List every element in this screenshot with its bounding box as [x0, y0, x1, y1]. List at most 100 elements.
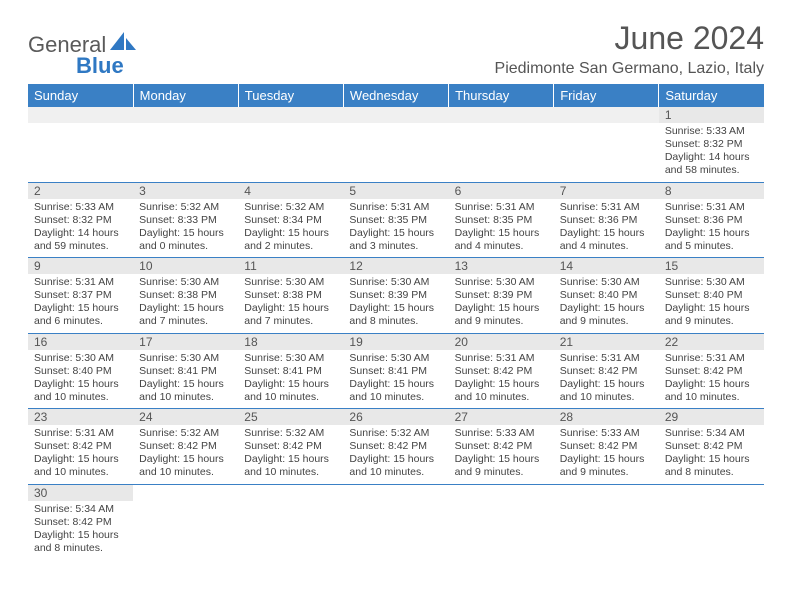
day-info: Sunrise: 5:30 AMSunset: 8:40 PMDaylight:…: [554, 274, 659, 333]
calendar-cell: 9Sunrise: 5:31 AMSunset: 8:37 PMDaylight…: [28, 258, 133, 334]
calendar-cell: 14Sunrise: 5:30 AMSunset: 8:40 PMDayligh…: [554, 258, 659, 334]
calendar-row: 2Sunrise: 5:33 AMSunset: 8:32 PMDaylight…: [28, 182, 764, 258]
day-info: Sunrise: 5:33 AMSunset: 8:42 PMDaylight:…: [449, 425, 554, 484]
sunset-text: Sunset: 8:42 PM: [455, 365, 548, 378]
daylight-text: Daylight: 15 hours and 4 minutes.: [455, 227, 548, 253]
day-number: 14: [554, 258, 659, 274]
calendar-cell: 10Sunrise: 5:30 AMSunset: 8:38 PMDayligh…: [133, 258, 238, 334]
sunrise-text: Sunrise: 5:30 AM: [139, 352, 232, 365]
day-number: 10: [133, 258, 238, 274]
day-number: 25: [238, 409, 343, 425]
day-number: 18: [238, 334, 343, 350]
sunset-text: Sunset: 8:42 PM: [560, 440, 653, 453]
sunset-text: Sunset: 8:42 PM: [665, 440, 758, 453]
day-number: 23: [28, 409, 133, 425]
calendar-cell: 28Sunrise: 5:33 AMSunset: 8:42 PMDayligh…: [554, 409, 659, 485]
day-info: Sunrise: 5:30 AMSunset: 8:40 PMDaylight:…: [659, 274, 764, 333]
sunset-text: Sunset: 8:42 PM: [665, 365, 758, 378]
day-number: 5: [343, 183, 448, 199]
day-info: Sunrise: 5:32 AMSunset: 8:42 PMDaylight:…: [238, 425, 343, 484]
day-number: 4: [238, 183, 343, 199]
sunrise-text: Sunrise: 5:33 AM: [455, 427, 548, 440]
day-info: Sunrise: 5:30 AMSunset: 8:41 PMDaylight:…: [133, 350, 238, 409]
day-number: 16: [28, 334, 133, 350]
daylight-text: Daylight: 15 hours and 8 minutes.: [349, 302, 442, 328]
sunset-text: Sunset: 8:40 PM: [560, 289, 653, 302]
day-info: Sunrise: 5:32 AMSunset: 8:33 PMDaylight:…: [133, 199, 238, 258]
daylight-text: Daylight: 15 hours and 10 minutes.: [34, 453, 127, 479]
daylight-text: Daylight: 15 hours and 5 minutes.: [665, 227, 758, 253]
calendar-cell: 27Sunrise: 5:33 AMSunset: 8:42 PMDayligh…: [449, 409, 554, 485]
sunrise-text: Sunrise: 5:31 AM: [665, 201, 758, 214]
calendar-cell: 21Sunrise: 5:31 AMSunset: 8:42 PMDayligh…: [554, 333, 659, 409]
sunset-text: Sunset: 8:35 PM: [455, 214, 548, 227]
daylight-text: Daylight: 15 hours and 10 minutes.: [349, 453, 442, 479]
day-number: 20: [449, 334, 554, 350]
sunset-text: Sunset: 8:42 PM: [455, 440, 548, 453]
daylight-text: Daylight: 15 hours and 10 minutes.: [34, 378, 127, 404]
daylight-text: Daylight: 15 hours and 9 minutes.: [560, 453, 653, 479]
calendar-cell: [133, 484, 238, 559]
daylight-text: Daylight: 15 hours and 10 minutes.: [244, 378, 337, 404]
calendar-cell: [554, 107, 659, 182]
calendar-cell: 1Sunrise: 5:33 AMSunset: 8:32 PMDaylight…: [659, 107, 764, 182]
sunrise-text: Sunrise: 5:30 AM: [665, 276, 758, 289]
calendar-cell: 30Sunrise: 5:34 AMSunset: 8:42 PMDayligh…: [28, 484, 133, 559]
calendar-cell: 18Sunrise: 5:30 AMSunset: 8:41 PMDayligh…: [238, 333, 343, 409]
sunrise-text: Sunrise: 5:32 AM: [244, 427, 337, 440]
day-number: 6: [449, 183, 554, 199]
month-title: June 2024: [615, 20, 764, 57]
day-info: Sunrise: 5:31 AMSunset: 8:36 PMDaylight:…: [554, 199, 659, 258]
calendar-row: 16Sunrise: 5:30 AMSunset: 8:40 PMDayligh…: [28, 333, 764, 409]
day-info: Sunrise: 5:31 AMSunset: 8:42 PMDaylight:…: [659, 350, 764, 409]
day-number: 8: [659, 183, 764, 199]
day-number: 21: [554, 334, 659, 350]
calendar-cell: [554, 484, 659, 559]
daylight-text: Daylight: 15 hours and 10 minutes.: [665, 378, 758, 404]
daylight-text: Daylight: 15 hours and 7 minutes.: [139, 302, 232, 328]
sunset-text: Sunset: 8:38 PM: [244, 289, 337, 302]
daylight-text: Daylight: 15 hours and 4 minutes.: [560, 227, 653, 253]
daylight-text: Daylight: 15 hours and 10 minutes.: [244, 453, 337, 479]
calendar-cell: 22Sunrise: 5:31 AMSunset: 8:42 PMDayligh…: [659, 333, 764, 409]
sunrise-text: Sunrise: 5:30 AM: [349, 352, 442, 365]
day-number: 26: [343, 409, 448, 425]
calendar-row: 9Sunrise: 5:31 AMSunset: 8:37 PMDaylight…: [28, 258, 764, 334]
sunset-text: Sunset: 8:32 PM: [34, 214, 127, 227]
sunset-text: Sunset: 8:36 PM: [560, 214, 653, 227]
sunrise-text: Sunrise: 5:31 AM: [349, 201, 442, 214]
weekday-header-row: Sunday Monday Tuesday Wednesday Thursday…: [28, 84, 764, 107]
day-info: Sunrise: 5:31 AMSunset: 8:42 PMDaylight:…: [554, 350, 659, 409]
day-info: Sunrise: 5:31 AMSunset: 8:36 PMDaylight:…: [659, 199, 764, 258]
sunrise-text: Sunrise: 5:31 AM: [455, 352, 548, 365]
day-info: Sunrise: 5:33 AMSunset: 8:42 PMDaylight:…: [554, 425, 659, 484]
day-number: 29: [659, 409, 764, 425]
daylight-text: Daylight: 15 hours and 8 minutes.: [665, 453, 758, 479]
daylight-text: Daylight: 15 hours and 9 minutes.: [455, 453, 548, 479]
daylight-text: Daylight: 14 hours and 59 minutes.: [34, 227, 127, 253]
calendar-cell: [28, 107, 133, 182]
daylight-text: Daylight: 15 hours and 9 minutes.: [665, 302, 758, 328]
sunrise-text: Sunrise: 5:31 AM: [560, 201, 653, 214]
calendar-cell: 17Sunrise: 5:30 AMSunset: 8:41 PMDayligh…: [133, 333, 238, 409]
daylight-text: Daylight: 15 hours and 10 minutes.: [349, 378, 442, 404]
sunset-text: Sunset: 8:42 PM: [560, 365, 653, 378]
sunrise-text: Sunrise: 5:30 AM: [455, 276, 548, 289]
day-info: Sunrise: 5:32 AMSunset: 8:42 PMDaylight:…: [343, 425, 448, 484]
sunrise-text: Sunrise: 5:30 AM: [560, 276, 653, 289]
day-number: 24: [133, 409, 238, 425]
calendar-cell: [343, 484, 448, 559]
daylight-text: Daylight: 15 hours and 9 minutes.: [560, 302, 653, 328]
calendar-cell: 4Sunrise: 5:32 AMSunset: 8:34 PMDaylight…: [238, 182, 343, 258]
calendar-cell: 13Sunrise: 5:30 AMSunset: 8:39 PMDayligh…: [449, 258, 554, 334]
calendar-cell: 23Sunrise: 5:31 AMSunset: 8:42 PMDayligh…: [28, 409, 133, 485]
daylight-text: Daylight: 15 hours and 8 minutes.: [34, 529, 127, 555]
calendar-table: Sunday Monday Tuesday Wednesday Thursday…: [28, 84, 764, 559]
sunset-text: Sunset: 8:41 PM: [139, 365, 232, 378]
calendar-cell: 7Sunrise: 5:31 AMSunset: 8:36 PMDaylight…: [554, 182, 659, 258]
calendar-cell: 20Sunrise: 5:31 AMSunset: 8:42 PMDayligh…: [449, 333, 554, 409]
sunrise-text: Sunrise: 5:33 AM: [560, 427, 653, 440]
day-number: 11: [238, 258, 343, 274]
sunset-text: Sunset: 8:33 PM: [139, 214, 232, 227]
weekday-header: Wednesday: [343, 84, 448, 107]
